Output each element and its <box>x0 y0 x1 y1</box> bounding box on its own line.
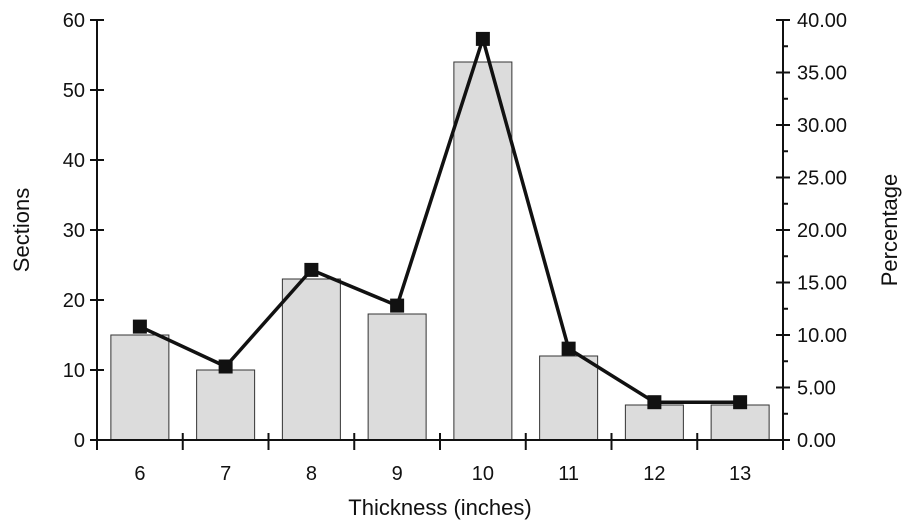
percentage-marker-11 <box>561 341 576 356</box>
percentage-marker-6 <box>132 319 147 334</box>
right-tick-label: 5.00 <box>797 378 836 400</box>
bar-series <box>110 61 770 441</box>
percentage-marker-8 <box>304 262 319 277</box>
bar-11 <box>539 355 599 441</box>
bar-9 <box>367 313 427 441</box>
left-tick-label: 60 <box>63 10 85 32</box>
right-tick-label: 0.00 <box>797 430 836 452</box>
bar-8 <box>281 278 341 441</box>
x-tick-label: 9 <box>392 463 403 485</box>
percentage-marker-10 <box>475 31 490 46</box>
bar-6 <box>110 334 170 441</box>
right-tick-label: 40.00 <box>797 10 847 32</box>
left-tick-label: 10 <box>63 360 85 382</box>
left-y-ticks: 0 10 20 30 40 50 60 <box>63 10 104 452</box>
x-tick-label: 10 <box>472 463 494 485</box>
right-tick-label: 10.00 <box>797 325 847 347</box>
x-axis-title: Thickness (inches) <box>348 495 531 520</box>
right-tick-label: 30.00 <box>797 115 847 137</box>
x-tick-label: 7 <box>220 463 231 485</box>
bar-13 <box>710 404 770 441</box>
right-y-ticks: 0.00 5.00 10.00 15.00 20.00 25.00 30.00 35.00 40… <box>776 10 847 452</box>
x-tick-label: 11 <box>558 463 579 485</box>
left-tick-label: 30 <box>63 220 85 242</box>
percentage-marker-13 <box>733 395 748 410</box>
right-tick-label: 25.00 <box>797 168 847 190</box>
right-tick-label: 35.00 <box>797 63 847 85</box>
x-tick-label: 8 <box>306 463 317 485</box>
percentage-line <box>139 37 741 404</box>
percentage-marker-12 <box>647 395 662 410</box>
bar-12 <box>624 404 684 441</box>
right-tick-label: 15.00 <box>797 273 847 295</box>
bar-7 <box>196 369 256 441</box>
left-tick-label: 0 <box>74 430 85 452</box>
percentage-series <box>132 31 748 410</box>
left-y-axis-title: Sections <box>9 188 34 272</box>
percentage-marker-9 <box>390 298 405 313</box>
left-tick-label: 40 <box>63 150 85 172</box>
x-ticks: 6 7 8 9 10 11 12 13 <box>96 433 784 485</box>
right-tick-label: 20.00 <box>797 220 847 242</box>
percentage-marker-7 <box>218 359 233 374</box>
x-tick-label: 6 <box>134 463 145 485</box>
left-tick-label: 20 <box>63 290 85 312</box>
x-tick-label: 13 <box>729 463 751 485</box>
right-y-axis-title: Percentage <box>877 174 902 287</box>
bar-10 <box>453 61 513 441</box>
x-tick-label: 12 <box>643 463 665 485</box>
left-tick-label: 50 <box>63 80 85 102</box>
